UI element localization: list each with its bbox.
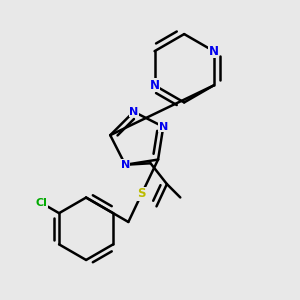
Text: N: N [159, 122, 168, 132]
Text: N: N [129, 107, 138, 117]
Text: N: N [150, 79, 160, 92]
Text: N: N [121, 160, 130, 170]
Text: S: S [137, 187, 146, 200]
Text: N: N [209, 45, 219, 58]
Text: Cl: Cl [35, 198, 47, 208]
